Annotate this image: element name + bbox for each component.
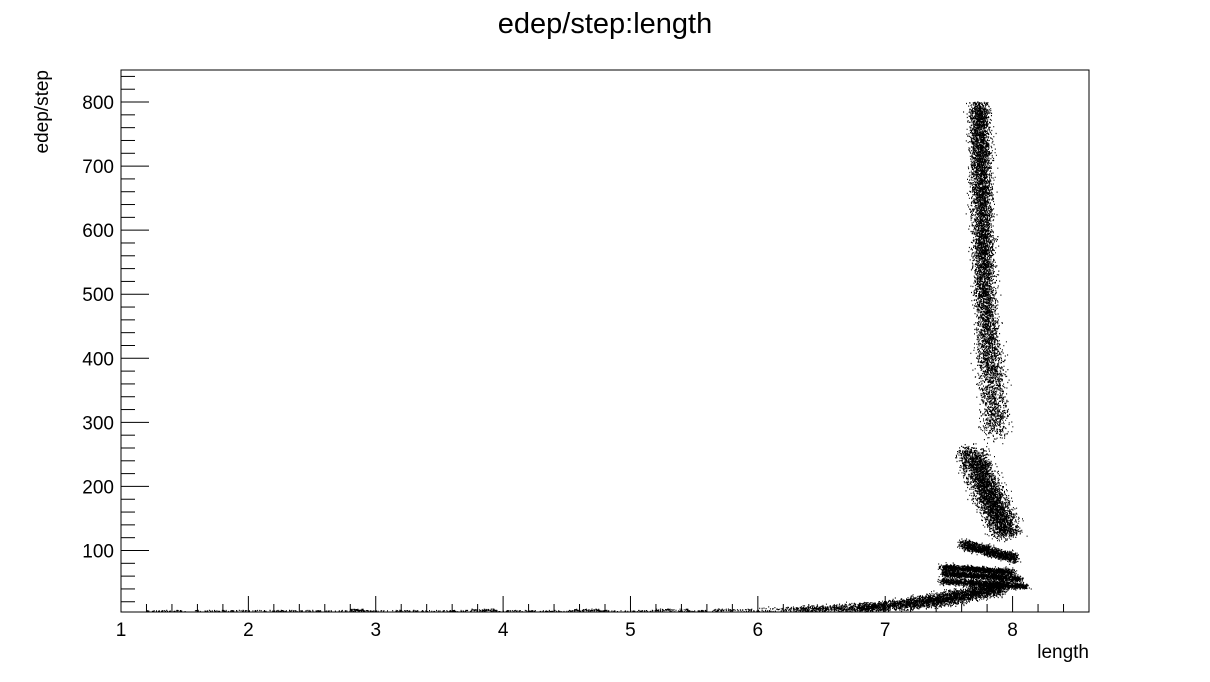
plot-frame (120, 69, 1090, 613)
x-tick-label: 7 (880, 620, 891, 641)
x-tick-label: 5 (625, 620, 636, 641)
scatter-points (146, 101, 1032, 613)
y-tick-label: 800 (82, 93, 114, 114)
x-tick-label: 4 (498, 620, 509, 641)
x-tick-label: 2 (243, 620, 254, 641)
y-tick-label: 400 (82, 349, 114, 370)
x-tick-label: 6 (753, 620, 764, 641)
y-axis: 100 200 300 400 500 600 700 800 (82, 75, 149, 603)
chart-title: edep/step:length (498, 8, 712, 40)
y-tick-label: 200 (82, 477, 114, 498)
x-tick-label: 8 (1007, 620, 1018, 641)
y-tick-label: 500 (82, 285, 114, 306)
x-axis-label: length (1037, 642, 1089, 663)
y-tick-label: 100 (82, 541, 114, 562)
y-tick-label: 700 (82, 157, 114, 178)
y-axis-label: edep/step (32, 70, 53, 153)
x-tick-label: 1 (116, 620, 127, 641)
y-tick-label: 600 (82, 221, 114, 242)
x-tick-label: 3 (370, 620, 381, 641)
y-tick-label: 300 (82, 413, 114, 434)
data-points (146, 101, 1032, 613)
x-axis: 1 2 3 4 5 6 7 8 (116, 596, 1090, 641)
